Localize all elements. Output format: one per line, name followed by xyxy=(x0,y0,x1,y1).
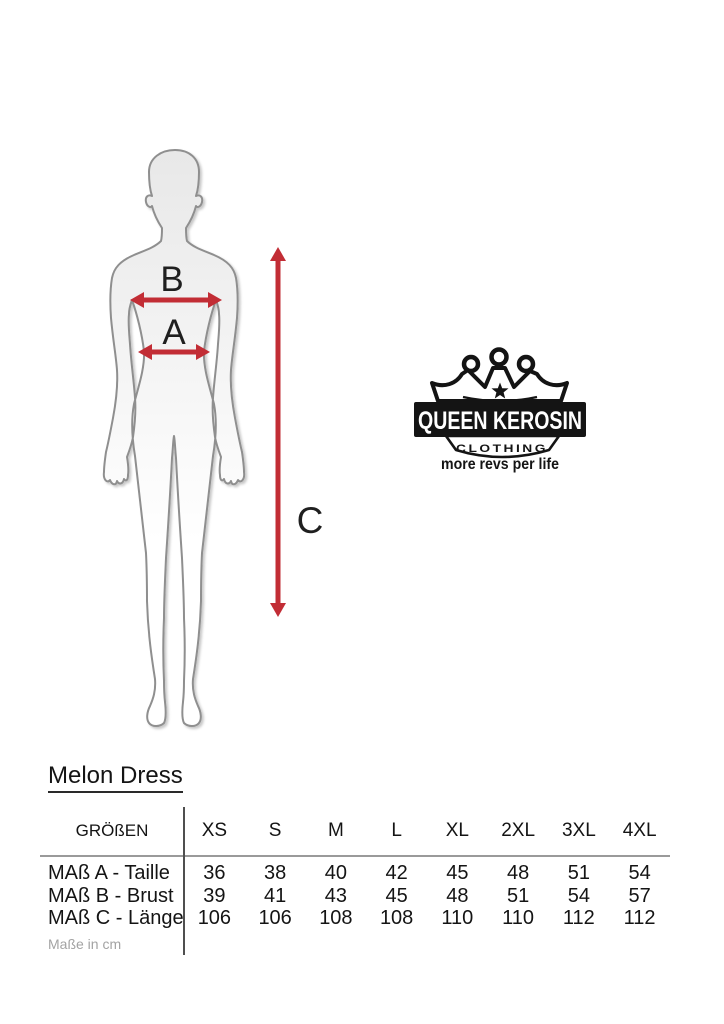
crown-circle-middle xyxy=(489,347,509,367)
size-column-header-m: M xyxy=(327,819,344,841)
measure-row-label: MAß C - Länge xyxy=(48,907,184,929)
crown-circle-right xyxy=(516,354,536,374)
measure-row-label: MAß B - Brust xyxy=(48,884,174,907)
size-value: 106 xyxy=(258,907,292,929)
size-value: 57 xyxy=(628,884,651,907)
size-value: 54 xyxy=(628,862,651,884)
size-column-header-3xl: 3XL xyxy=(561,819,596,841)
size-column-header-xs: XS xyxy=(201,819,228,841)
brand-logo: QUEEN KEROSIN CLOTHING more revs per lif… xyxy=(414,347,586,473)
size-value: 36 xyxy=(203,862,226,884)
size-table: GRÖßEN XS S M L XL 2XL 3XL 4XL MAß A - T… xyxy=(40,806,670,955)
size-value: 112 xyxy=(562,907,595,929)
length-arrow xyxy=(270,247,286,617)
body-silhouette xyxy=(102,149,246,727)
brand-division: CLOTHING xyxy=(456,443,548,455)
size-value: 112 xyxy=(623,907,656,929)
size-table-header: GRÖßEN XS S M L XL 2XL 3XL 4XL xyxy=(40,806,670,855)
header-divider-line xyxy=(40,855,670,857)
size-value: 45 xyxy=(446,862,469,884)
size-column-header-l: L xyxy=(391,819,402,841)
size-value: 45 xyxy=(385,884,408,907)
brand-tagline: more revs per life xyxy=(441,456,559,473)
star-icon xyxy=(491,382,509,399)
size-value: 110 xyxy=(441,907,474,929)
clothing-pennant xyxy=(444,434,561,459)
table-vertical-divider xyxy=(183,807,185,955)
crown-smile-line xyxy=(462,395,538,403)
table-row-waist: MAß A - Taille 36 38 40 42 45 48 51 54 xyxy=(40,862,670,885)
sizes-header-label: GRÖßEN xyxy=(75,820,149,840)
size-value: 108 xyxy=(319,907,353,929)
brand-name: QUEEN KEROSIN xyxy=(418,407,582,435)
brand-banner xyxy=(414,402,586,437)
crown-circle-left xyxy=(461,354,481,374)
table-row-bust: MAß B - Brust 39 41 43 45 48 51 54 57 xyxy=(40,885,670,908)
size-value: 48 xyxy=(446,884,469,907)
size-value: 43 xyxy=(324,884,347,907)
size-column-header-s: S xyxy=(268,819,282,841)
table-row-length: MAß C - Länge 106 106 108 108 110 110 11… xyxy=(40,907,670,930)
product-title: Melon Dress xyxy=(48,762,183,794)
size-column-header-xl: XL xyxy=(445,819,469,841)
size-value: 42 xyxy=(385,862,408,884)
size-column-header-2xl: 2XL xyxy=(501,819,536,841)
size-value: 106 xyxy=(197,907,232,929)
waist-arrow xyxy=(138,344,210,360)
size-table-body: MAß A - Taille 36 38 40 42 45 48 51 54 M… xyxy=(40,855,670,930)
size-value: 51 xyxy=(567,862,590,884)
waist-label: A xyxy=(162,313,186,352)
size-value: 40 xyxy=(324,862,347,884)
bust-label: B xyxy=(160,260,183,299)
size-value: 51 xyxy=(507,884,530,907)
size-column-header-4xl: 4XL xyxy=(622,819,657,841)
size-value: 54 xyxy=(567,884,590,907)
size-value: 48 xyxy=(507,862,530,884)
bust-arrow xyxy=(130,292,222,308)
size-value: 108 xyxy=(379,907,414,929)
size-value: 38 xyxy=(264,862,287,884)
length-label: C xyxy=(297,500,324,541)
size-value: 110 xyxy=(502,907,535,929)
unit-footnote: Maße in cm xyxy=(48,935,122,952)
measure-row-label: MAß A - Taille xyxy=(48,862,170,884)
size-value: 41 xyxy=(264,884,287,907)
size-value: 39 xyxy=(203,884,226,907)
